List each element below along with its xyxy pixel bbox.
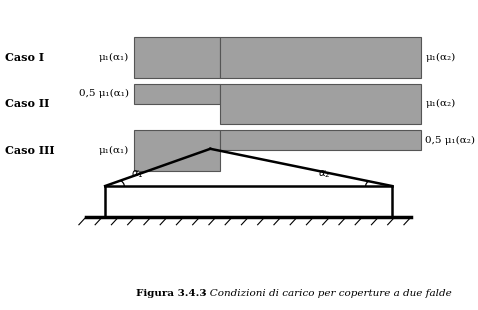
Text: μ₁(α₁): μ₁(α₁) (99, 146, 129, 155)
Text: – Condizioni di carico per coperture a due falde: – Condizioni di carico per coperture a d… (198, 289, 452, 298)
Text: 0,5 μ₁(α₁): 0,5 μ₁(α₁) (79, 89, 129, 98)
Text: μ₁(α₂): μ₁(α₂) (425, 99, 456, 108)
Bar (220, 130, 421, 150)
Text: μ₁(α₂): μ₁(α₂) (425, 53, 456, 62)
Text: μ₁(α₁): μ₁(α₁) (99, 53, 129, 62)
Bar (220, 84, 421, 124)
Bar (134, 37, 220, 78)
Text: Caso II: Caso II (5, 98, 49, 109)
Text: $\alpha_2$: $\alpha_2$ (318, 169, 331, 180)
Text: Figura 3.4.3: Figura 3.4.3 (136, 289, 206, 298)
Text: $\alpha_1$: $\alpha_1$ (131, 168, 144, 180)
Text: Caso III: Caso III (5, 145, 54, 156)
Bar (134, 130, 220, 170)
Text: 0,5 μ₁(α₂): 0,5 μ₁(α₂) (425, 136, 476, 145)
Text: Caso I: Caso I (5, 52, 44, 63)
Bar (134, 84, 220, 104)
Bar (220, 37, 421, 78)
